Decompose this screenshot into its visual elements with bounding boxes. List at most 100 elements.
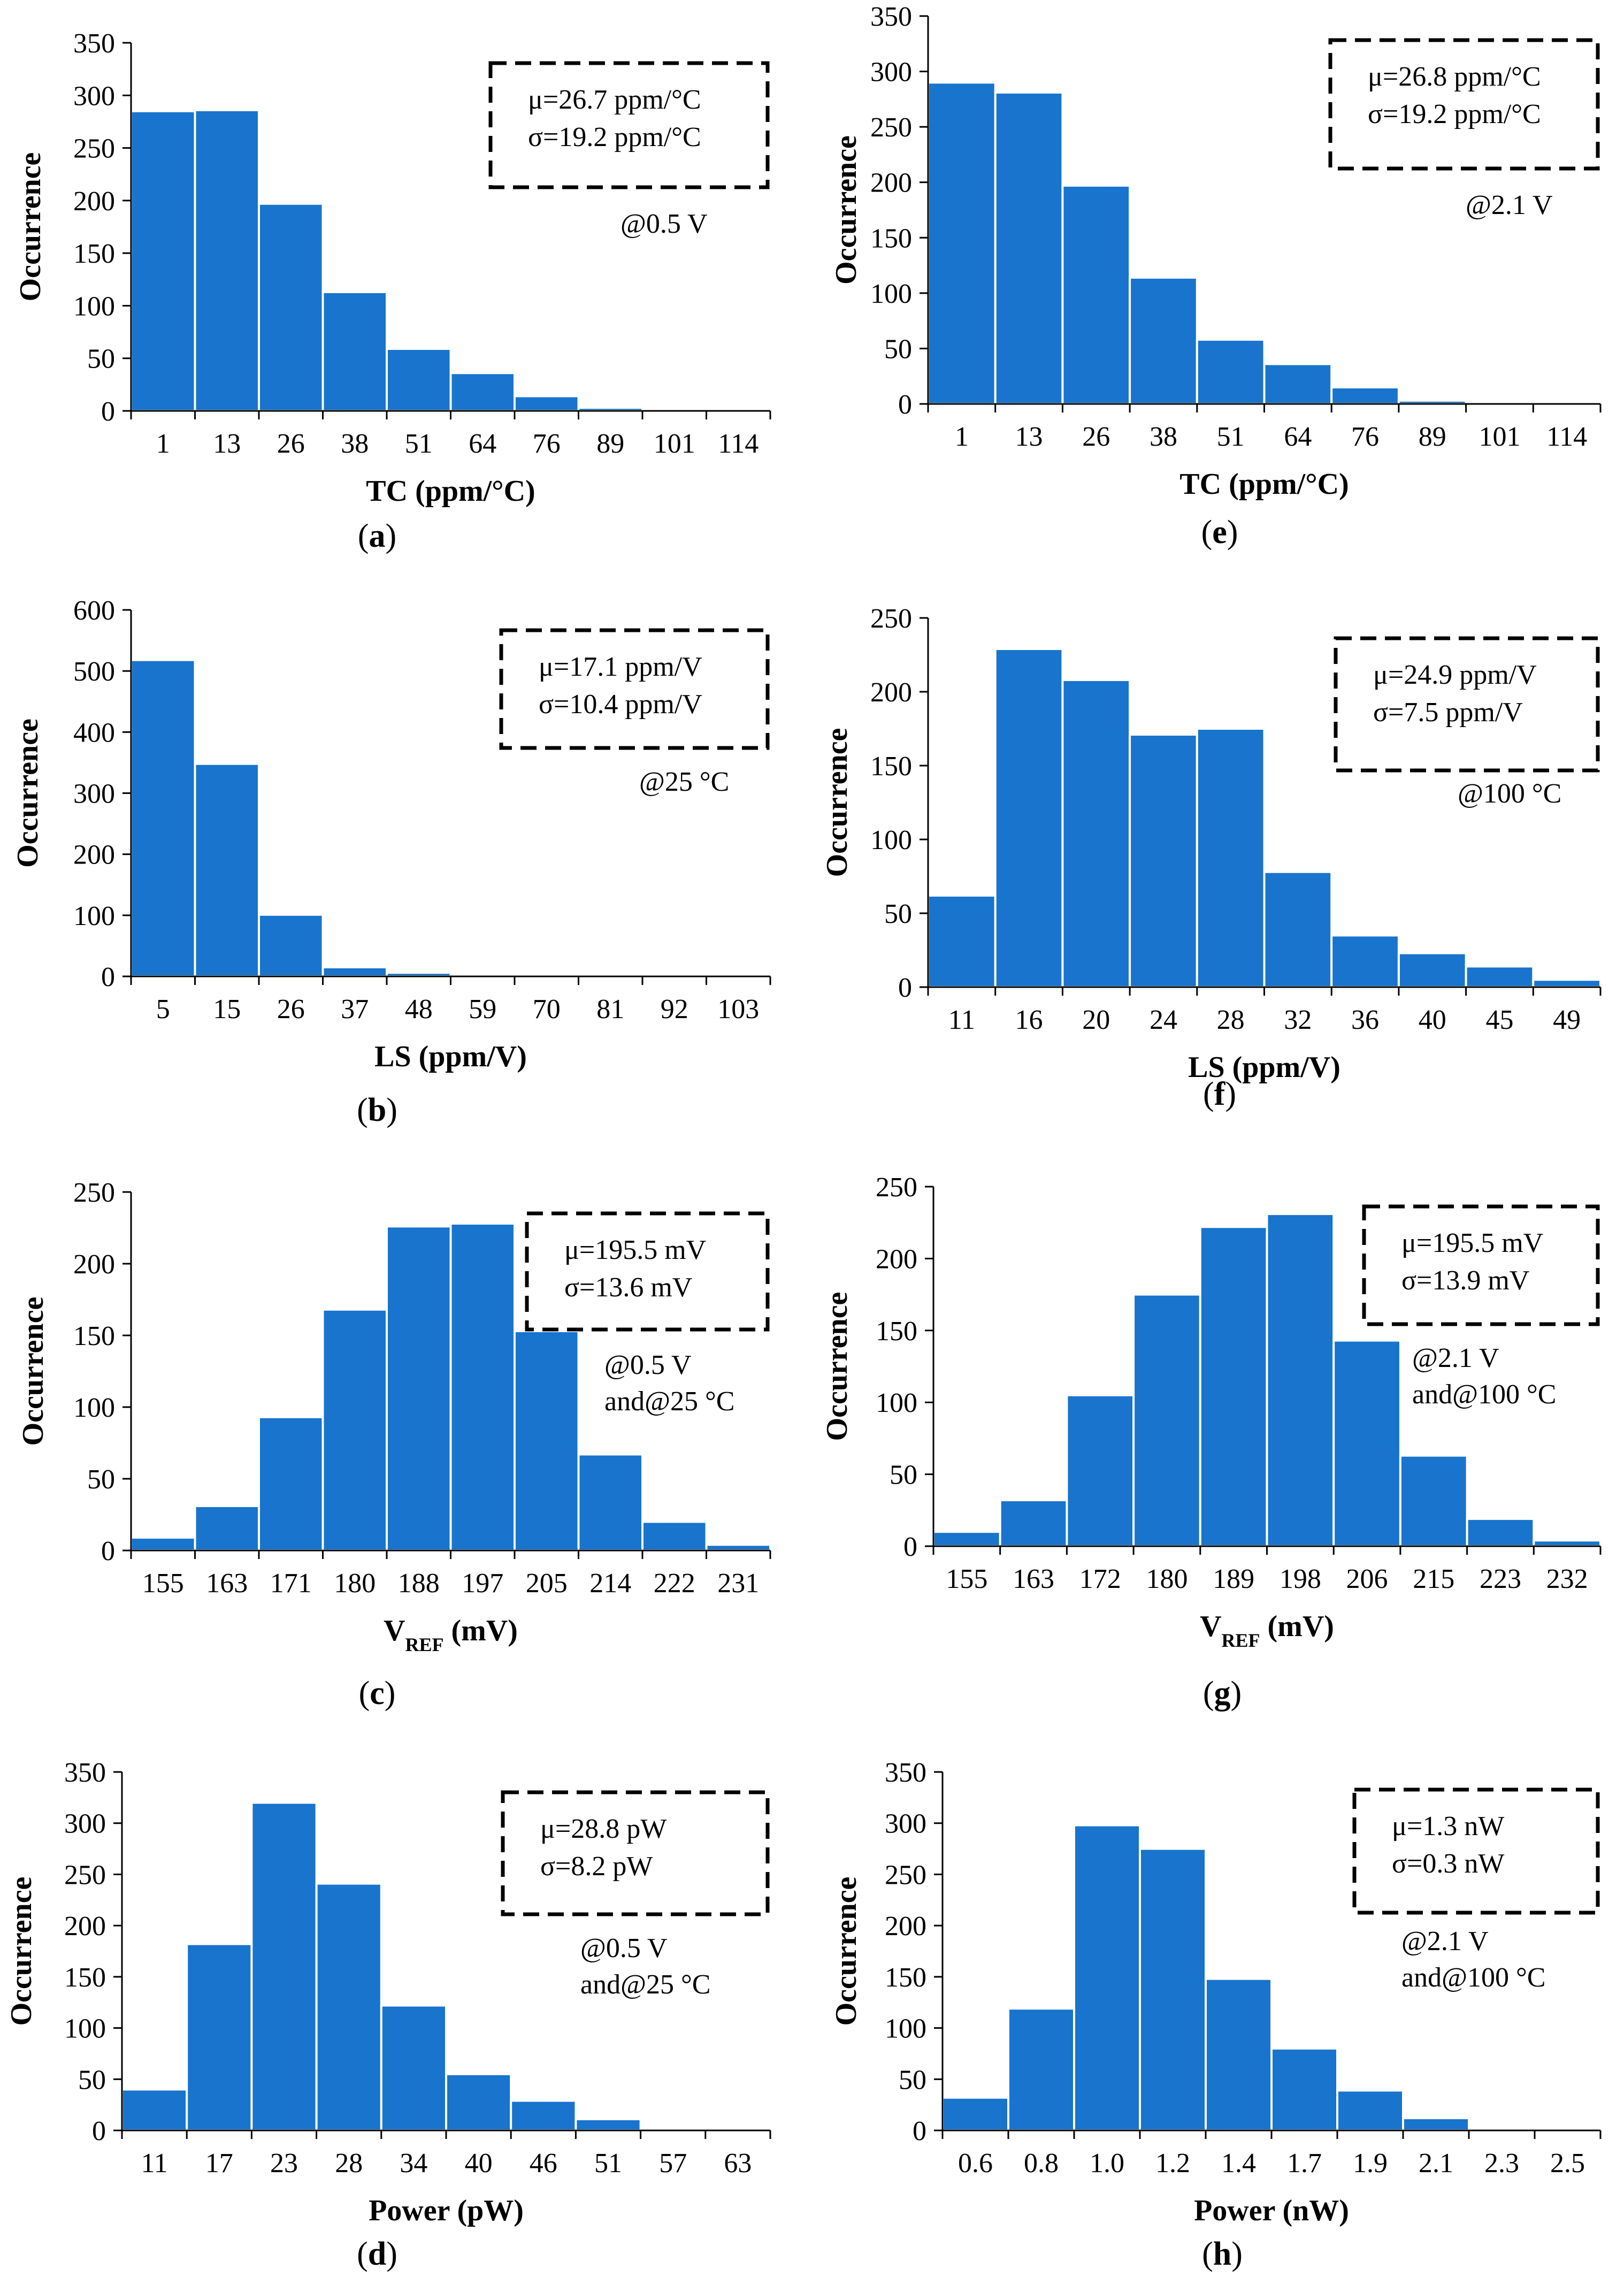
chart-panel-b: 0 100 200 300 400 500 600 5 15 26 37 48 59 70 81 92 103 L… bbox=[11, 595, 771, 1128]
bar-e-2 bbox=[1061, 184, 1131, 405]
panel-label-part: f bbox=[1214, 1076, 1226, 1112]
bar-h-3 bbox=[1139, 1847, 1207, 2132]
mean-label: μ=195.5 mV bbox=[564, 1235, 706, 1265]
x-tick-label: 13 bbox=[1015, 422, 1043, 452]
bar-h-4 bbox=[1205, 1977, 1273, 2132]
y-tick-label: 0 bbox=[898, 389, 912, 420]
y-axis-title: Occurrence bbox=[830, 1877, 863, 2026]
y-tick-label: 350 bbox=[73, 28, 115, 59]
x-tick-label: 215 bbox=[1413, 1564, 1454, 1594]
panel-label-part: g bbox=[1214, 1675, 1231, 1712]
bar-a-5 bbox=[449, 372, 516, 412]
x-axis-title-main: TC (ppm/°C) bbox=[366, 475, 535, 508]
condition-label: @2.1 V bbox=[1466, 190, 1553, 220]
panel-label: (d) bbox=[357, 2236, 397, 2272]
bar-f-1 bbox=[994, 647, 1064, 988]
x-tick-label: 16 bbox=[1015, 1005, 1043, 1035]
bar-f-6 bbox=[1330, 934, 1400, 989]
bar-e-4 bbox=[1196, 338, 1266, 405]
panel-label-part: ( bbox=[357, 1092, 368, 1128]
x-tick-label: 63 bbox=[724, 2148, 752, 2179]
bar-d-6 bbox=[510, 2099, 577, 2131]
chart-panel-e: 0 50 100 150 200 250 300 350 1 13 26 38 51 64 76 89 101 1… bbox=[830, 2, 1602, 551]
stats-box bbox=[501, 1790, 770, 1916]
stats-box bbox=[488, 61, 770, 189]
y-tick-label: 0 bbox=[101, 1536, 115, 1567]
bar-f-2 bbox=[1061, 678, 1131, 989]
x-tick-label: 1.4 bbox=[1221, 2148, 1256, 2179]
y-tick-label: 50 bbox=[87, 344, 115, 375]
y-tick-label: 200 bbox=[870, 168, 912, 198]
bar-a-6 bbox=[514, 395, 580, 412]
x-tick-label: 51 bbox=[1217, 422, 1245, 452]
bar-e-1 bbox=[994, 91, 1064, 405]
y-tick-label: 100 bbox=[876, 1388, 917, 1418]
bar-g-8 bbox=[1466, 1517, 1535, 1547]
y-tick-label: 100 bbox=[73, 1393, 115, 1423]
y-tick-label: 0 bbox=[92, 2116, 106, 2146]
bar-a-3 bbox=[321, 291, 388, 412]
y-tick-label: 350 bbox=[885, 1758, 926, 1788]
y-axis-title: Occurrence bbox=[821, 728, 854, 877]
x-tick-label: 155 bbox=[142, 1568, 184, 1599]
x-tick-label: 180 bbox=[1146, 1564, 1188, 1594]
panel-label: (f) bbox=[1203, 1076, 1236, 1112]
bar-c-5 bbox=[449, 1222, 516, 1552]
x-tick-label: 24 bbox=[1150, 1005, 1177, 1035]
x-tick-label: 59 bbox=[469, 994, 496, 1025]
bar-b-3 bbox=[321, 966, 388, 977]
stats-box bbox=[1352, 1787, 1600, 1915]
condition-label: and@25 °C bbox=[580, 1969, 710, 2000]
y-tick-label: 250 bbox=[870, 603, 912, 634]
y-tick-label: 150 bbox=[64, 1962, 106, 1993]
bar-f-0 bbox=[927, 894, 997, 988]
bar-f-3 bbox=[1129, 734, 1198, 989]
panel-label-part: ) bbox=[385, 1675, 396, 1712]
x-tick-label: 28 bbox=[335, 2148, 363, 2179]
panel-label-part: ) bbox=[1231, 1675, 1242, 1712]
bar-c-6 bbox=[514, 1330, 580, 1552]
stats-box bbox=[499, 628, 770, 750]
panel-label-part: ) bbox=[386, 2236, 397, 2272]
panel-label: (b) bbox=[357, 1092, 397, 1128]
x-tick-label: 57 bbox=[659, 2148, 687, 2179]
bar-g-6 bbox=[1332, 1339, 1401, 1547]
panel-label-part: ) bbox=[1227, 514, 1238, 551]
y-tick-label: 200 bbox=[64, 1911, 106, 1942]
x-tick-label: 26 bbox=[1082, 422, 1110, 452]
y-axis-title: Occurrence bbox=[14, 152, 47, 302]
panel-label-part: ( bbox=[1203, 1076, 1214, 1112]
bar-c-7 bbox=[577, 1453, 644, 1552]
y-tick-label: 50 bbox=[884, 899, 912, 929]
x-tick-label: 64 bbox=[1284, 422, 1312, 452]
y-tick-label: 0 bbox=[903, 1532, 917, 1562]
chart-panel-c: 0 50 100 150 200 250 155 163 171 180 188 197 205 214 2… bbox=[17, 1178, 771, 1712]
y-tick-label: 150 bbox=[870, 223, 912, 254]
x-axis-title-main: Power (pW) bbox=[369, 2194, 524, 2227]
x-tick-label: 28 bbox=[1217, 1005, 1245, 1035]
x-tick-label: 1.7 bbox=[1287, 2148, 1322, 2179]
x-tick-label: 38 bbox=[1150, 422, 1177, 452]
y-tick-label: 100 bbox=[870, 279, 912, 309]
mean-label: μ=26.7 ppm/°C bbox=[528, 85, 701, 115]
x-tick-label: 163 bbox=[1013, 1564, 1054, 1594]
panel-label-part: ( bbox=[1201, 514, 1213, 551]
panel-label: (g) bbox=[1203, 1675, 1242, 1712]
y-axis-title: Occurrence bbox=[830, 135, 863, 285]
y-axis-title: Occurrence bbox=[11, 719, 44, 868]
bar-c-8 bbox=[641, 1521, 708, 1552]
x-axis-title-subscript: REF bbox=[1222, 1630, 1260, 1651]
bar-h-5 bbox=[1270, 2047, 1338, 2132]
x-tick-label: 232 bbox=[1546, 1564, 1588, 1594]
panel-label-part: a bbox=[369, 518, 386, 554]
panel-label-part: h bbox=[1213, 2236, 1231, 2272]
bar-g-3 bbox=[1132, 1293, 1201, 1548]
x-tick-label: 34 bbox=[400, 2148, 427, 2179]
x-tick-label: 103 bbox=[717, 994, 759, 1025]
x-tick-label: 1 bbox=[156, 429, 170, 459]
stats-box bbox=[1334, 636, 1600, 773]
x-tick-label: 11 bbox=[141, 2148, 168, 2179]
x-tick-label: 101 bbox=[1479, 422, 1520, 452]
panel-label: (h) bbox=[1202, 2236, 1243, 2272]
